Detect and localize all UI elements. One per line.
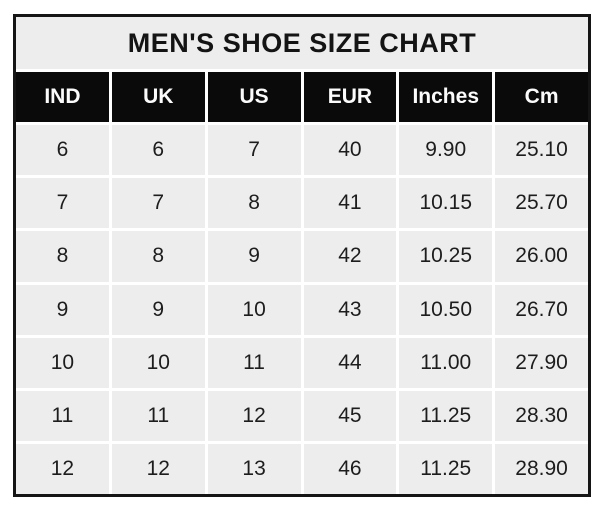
table-cell: 9 — [111, 284, 205, 335]
shoe-size-chart-table: MEN'S SHOE SIZE CHART IND UK US EUR Inch… — [13, 14, 591, 497]
table-cell: 11.25 — [399, 443, 493, 494]
table-cell: 45 — [303, 390, 397, 441]
table-cell: 13 — [207, 443, 301, 494]
table-cell: 11 — [111, 390, 205, 441]
table-cell: 11 — [16, 390, 109, 441]
table-cell: 10.50 — [399, 284, 493, 335]
table-cell: 10 — [207, 284, 301, 335]
table-cell: 6 — [16, 125, 109, 176]
chart-title: MEN'S SHOE SIZE CHART — [16, 17, 588, 69]
table-cell: 43 — [303, 284, 397, 335]
table-cell: 10.15 — [399, 178, 493, 229]
table-cell: 10.25 — [399, 231, 493, 282]
table-cell: 10 — [111, 337, 205, 388]
table-cell: 9 — [16, 284, 109, 335]
table-cell: 8 — [16, 231, 109, 282]
column-header-us: US — [207, 72, 301, 123]
table-cell: 26.00 — [495, 231, 588, 282]
table-cell: 11.25 — [399, 390, 493, 441]
table-cell: 7 — [111, 178, 205, 229]
table-cell: 25.10 — [495, 125, 588, 176]
table-cell: 42 — [303, 231, 397, 282]
table-cell: 46 — [303, 443, 397, 494]
table-cell: 9 — [207, 231, 301, 282]
column-header-ind: IND — [16, 72, 109, 123]
table-cell: 28.30 — [495, 390, 588, 441]
table-cell: 11.00 — [399, 337, 493, 388]
column-header-eur: EUR — [303, 72, 397, 123]
table-cell: 8 — [207, 178, 301, 229]
column-header-inches: Inches — [399, 72, 493, 123]
table-cell: 10 — [16, 337, 109, 388]
table-cell: 26.70 — [495, 284, 588, 335]
table-cell: 9.90 — [399, 125, 493, 176]
table-cell: 44 — [303, 337, 397, 388]
size-chart-grid: IND UK US EUR Inches Cm 6 6 7 40 9.90 25… — [16, 72, 588, 494]
column-header-uk: UK — [111, 72, 205, 123]
table-cell: 7 — [16, 178, 109, 229]
table-cell: 12 — [207, 390, 301, 441]
table-cell: 27.90 — [495, 337, 588, 388]
table-cell: 41 — [303, 178, 397, 229]
table-cell: 7 — [207, 125, 301, 176]
table-cell: 6 — [111, 125, 205, 176]
table-cell: 11 — [207, 337, 301, 388]
table-cell: 28.90 — [495, 443, 588, 494]
table-cell: 12 — [16, 443, 109, 494]
table-cell: 40 — [303, 125, 397, 176]
table-cell: 8 — [111, 231, 205, 282]
column-header-cm: Cm — [495, 72, 588, 123]
table-cell: 12 — [111, 443, 205, 494]
table-cell: 25.70 — [495, 178, 588, 229]
